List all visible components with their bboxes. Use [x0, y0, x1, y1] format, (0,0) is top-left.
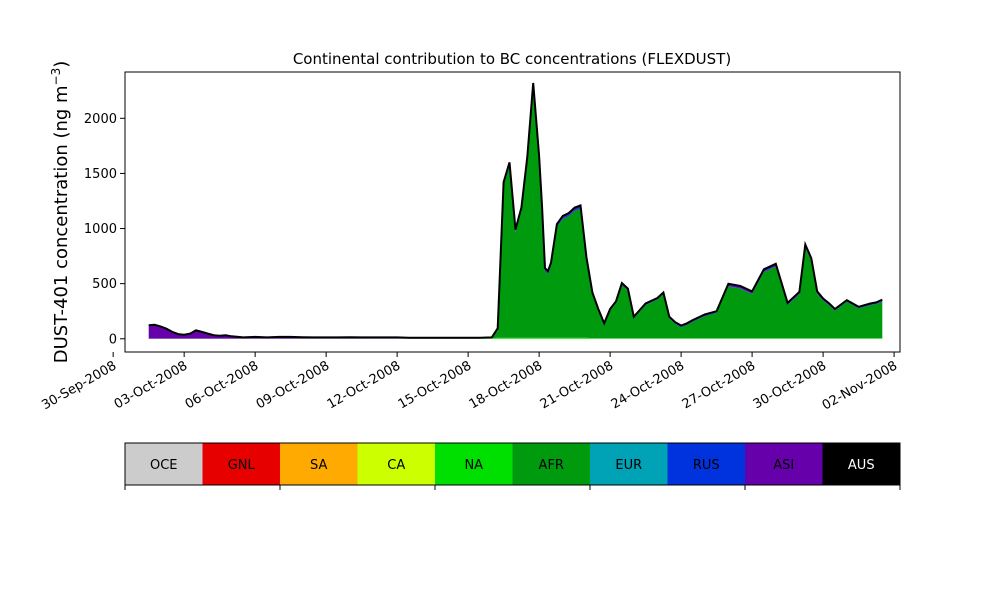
x-tick-label: 02-Nov-2008: [820, 358, 900, 413]
x-tick-label: 30-Oct-2008: [751, 358, 829, 412]
legend-label-eur: EUR: [615, 458, 642, 473]
y-axis-label-main: DUST-401 concentration (ng m: [51, 85, 72, 363]
y-axis-label: DUST-401 concentration (ng m−3): [49, 61, 72, 364]
legend-label-na: NA: [464, 458, 483, 473]
legend-label-sa: SA: [310, 458, 327, 473]
y-tick-label: 2000: [84, 112, 117, 127]
x-tick-label: 27-Oct-2008: [680, 358, 758, 412]
y-tick-label: 500: [92, 277, 117, 292]
legend-swatch-aus: [822, 443, 901, 485]
area-na: [148, 337, 883, 339]
x-tick-label: 24-Oct-2008: [609, 358, 687, 412]
y-axis-label-exponent: −3: [49, 68, 63, 86]
legend-label-afr: AFR: [539, 458, 564, 473]
y-axis: 0 500 1000 1500 2000: [84, 112, 125, 347]
legend-swatch-asi: [745, 443, 823, 485]
legend-label-oce: OCE: [150, 458, 178, 473]
x-tick-label: 15-Oct-2008: [396, 358, 474, 412]
x-tick-label: 21-Oct-2008: [538, 358, 616, 412]
legend-label-rus: RUS: [693, 458, 720, 473]
legend-label-aus: AUS: [848, 458, 875, 473]
legend-swatch-gnl: [202, 443, 281, 485]
y-axis-label-close: ): [51, 61, 72, 68]
x-tick-label: 03-Oct-2008: [112, 358, 190, 412]
legend-swatch-rus: [667, 443, 746, 485]
x-tick-label: 09-Oct-2008: [254, 358, 332, 412]
legend-label-gnl: GNL: [228, 458, 256, 473]
legend-label-ca: CA: [387, 458, 405, 473]
y-tick-label: 1500: [84, 167, 117, 182]
y-tick-label: 1000: [84, 222, 117, 237]
x-tick-label: 18-Oct-2008: [467, 358, 545, 412]
legend-swatch-afr: [512, 443, 591, 485]
legend-swatch-eur: [590, 443, 668, 485]
x-axis: 30-Sep-200803-Oct-200806-Oct-200809-Oct-…: [39, 352, 900, 413]
legend-label-asi: ASI: [773, 458, 794, 473]
plot-area: [124, 71, 901, 353]
legend-swatch-oce: [125, 443, 203, 485]
chart-title: Continental contribution to BC concentra…: [293, 50, 731, 68]
area-afr: [148, 95, 883, 339]
legend-swatch-ca: [357, 443, 436, 485]
legend-swatch-na: [435, 443, 513, 485]
x-tick-label: 12-Oct-2008: [325, 358, 403, 412]
x-tick-label: 06-Oct-2008: [183, 358, 261, 412]
legend-colorbar: OCE GNL SA CA NA AFR EUR RUS ASI AUS: [124, 442, 901, 490]
plot-frame: [124, 71, 901, 353]
y-tick-label: 0: [109, 332, 117, 347]
x-tick-label: 30-Sep-2008: [39, 358, 119, 413]
legend-swatch-sa: [280, 443, 358, 485]
legend-frame: [124, 442, 901, 486]
total-line: [148, 82, 883, 339]
